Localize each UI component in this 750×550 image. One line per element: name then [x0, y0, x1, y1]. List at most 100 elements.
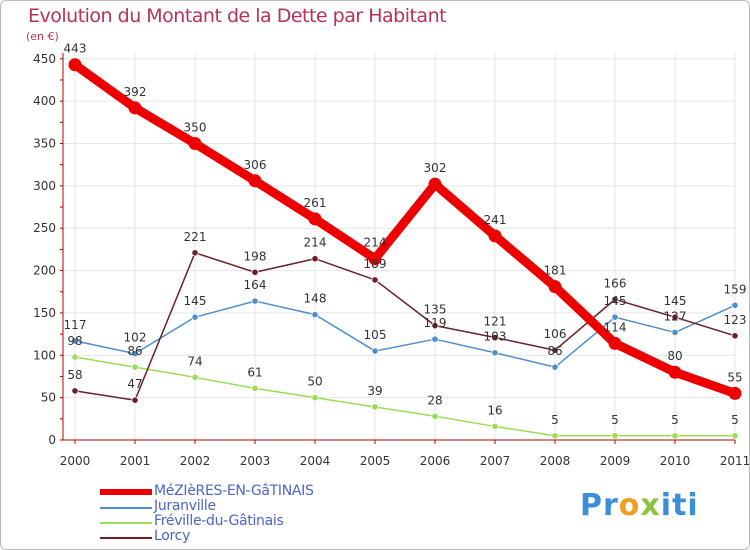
data-point: [551, 432, 559, 440]
data-point: [431, 412, 439, 420]
data-label: 114: [604, 320, 627, 334]
data-label: 106: [544, 327, 567, 341]
series-line-3: [74, 252, 736, 401]
data-point: [71, 337, 79, 345]
brand-letter: i: [687, 488, 699, 523]
y-tick-label: 100: [33, 348, 56, 362]
data-label: 350: [184, 121, 207, 135]
data-point: [311, 255, 319, 263]
data-label: 392: [124, 85, 147, 99]
brand-letter: i: [660, 488, 673, 523]
legend-swatch-juranville: [100, 507, 152, 509]
data-point: [371, 403, 379, 411]
data-point: [311, 311, 319, 319]
data-label: 145: [184, 294, 207, 308]
data-point: [488, 229, 502, 243]
data-label: 103: [484, 330, 507, 344]
data-label: 117: [64, 318, 87, 332]
legend-swatch-lorcy: [100, 537, 152, 539]
x-tick-label: 2010: [660, 454, 691, 468]
data-point: [431, 335, 439, 343]
data-label: 123: [724, 313, 747, 327]
data-point: [311, 394, 319, 402]
data-point: [131, 396, 139, 404]
data-label: 121: [484, 314, 507, 328]
data-label: 102: [124, 331, 147, 345]
data-label: 80: [667, 349, 682, 363]
y-tick-label: 200: [33, 264, 56, 278]
data-label: 214: [304, 236, 327, 250]
data-label: 39: [367, 384, 382, 398]
data-point: [251, 297, 259, 305]
x-tick-label: 2000: [60, 454, 91, 468]
data-point: [191, 373, 199, 381]
data-point: [491, 422, 499, 431]
data-label: 189: [364, 257, 387, 271]
data-point: [68, 58, 82, 72]
data-label: 127: [664, 309, 687, 323]
data-label: 5: [611, 413, 619, 427]
data-label: 198: [244, 249, 267, 263]
y-tick-label: 350: [33, 137, 56, 151]
legend-label-mezieres: MéZIèRES-EN-GâTINAIS: [154, 483, 314, 499]
data-point: [71, 387, 79, 395]
data-point: [548, 280, 562, 294]
data-label: 74: [187, 354, 202, 368]
legend-label-freville: Fréville-du-Gâtinais: [154, 513, 284, 529]
data-label: 16: [487, 403, 502, 417]
data-label: 105: [364, 328, 387, 342]
data-label: 98: [67, 334, 82, 348]
data-point: [551, 346, 559, 354]
data-label: 306: [244, 158, 267, 172]
data-label: 119: [424, 316, 447, 330]
data-label: 164: [244, 278, 267, 292]
x-tick-label: 2007: [480, 454, 511, 468]
data-label: 145: [604, 294, 627, 308]
data-label: 86: [127, 344, 142, 358]
data-point: [368, 252, 382, 266]
data-point: [671, 313, 679, 321]
data-label: 159: [724, 282, 747, 296]
y-tick-label: 250: [33, 221, 56, 235]
brand-letter: r: [603, 488, 619, 523]
data-label: 221: [184, 230, 207, 244]
chart-subtitle: (en €): [26, 30, 59, 43]
data-point: [731, 301, 739, 309]
data-label: 55: [727, 370, 742, 384]
data-point: [128, 101, 142, 115]
x-tick-label: 2011: [720, 454, 750, 468]
data-label: 86: [547, 344, 562, 358]
brand-letter: P: [580, 488, 603, 523]
brand-letter: o: [618, 488, 641, 523]
x-tick-label: 2004: [300, 454, 331, 468]
data-label: 214: [364, 236, 387, 250]
brand-letter: t: [672, 488, 688, 523]
data-point: [191, 249, 199, 257]
x-tick-label: 2001: [120, 454, 151, 468]
chart-title: Evolution du Montant de la Dette par Hab…: [28, 5, 447, 27]
x-tick-label: 2009: [600, 454, 631, 468]
data-point: [308, 212, 322, 226]
brand-letter: x: [640, 488, 661, 523]
series-line-2: [74, 356, 736, 437]
y-tick-label: 150: [33, 306, 56, 320]
data-point: [551, 363, 559, 371]
x-tick-label: 2008: [540, 454, 571, 468]
data-label: 50: [307, 375, 322, 389]
data-point: [131, 349, 139, 358]
data-point: [191, 313, 199, 321]
data-label: 145: [664, 294, 687, 308]
data-point: [491, 333, 499, 342]
data-label: 181: [544, 264, 567, 278]
data-label: 5: [551, 413, 559, 427]
data-point: [248, 174, 262, 188]
data-point: [251, 268, 259, 276]
series-line-1: [74, 300, 736, 368]
data-label: 47: [127, 377, 142, 391]
data-label: 241: [484, 213, 507, 227]
data-point: [731, 332, 739, 340]
y-tick-label: 300: [33, 179, 56, 193]
data-point: [731, 432, 739, 440]
x-tick-label: 2002: [180, 454, 211, 468]
